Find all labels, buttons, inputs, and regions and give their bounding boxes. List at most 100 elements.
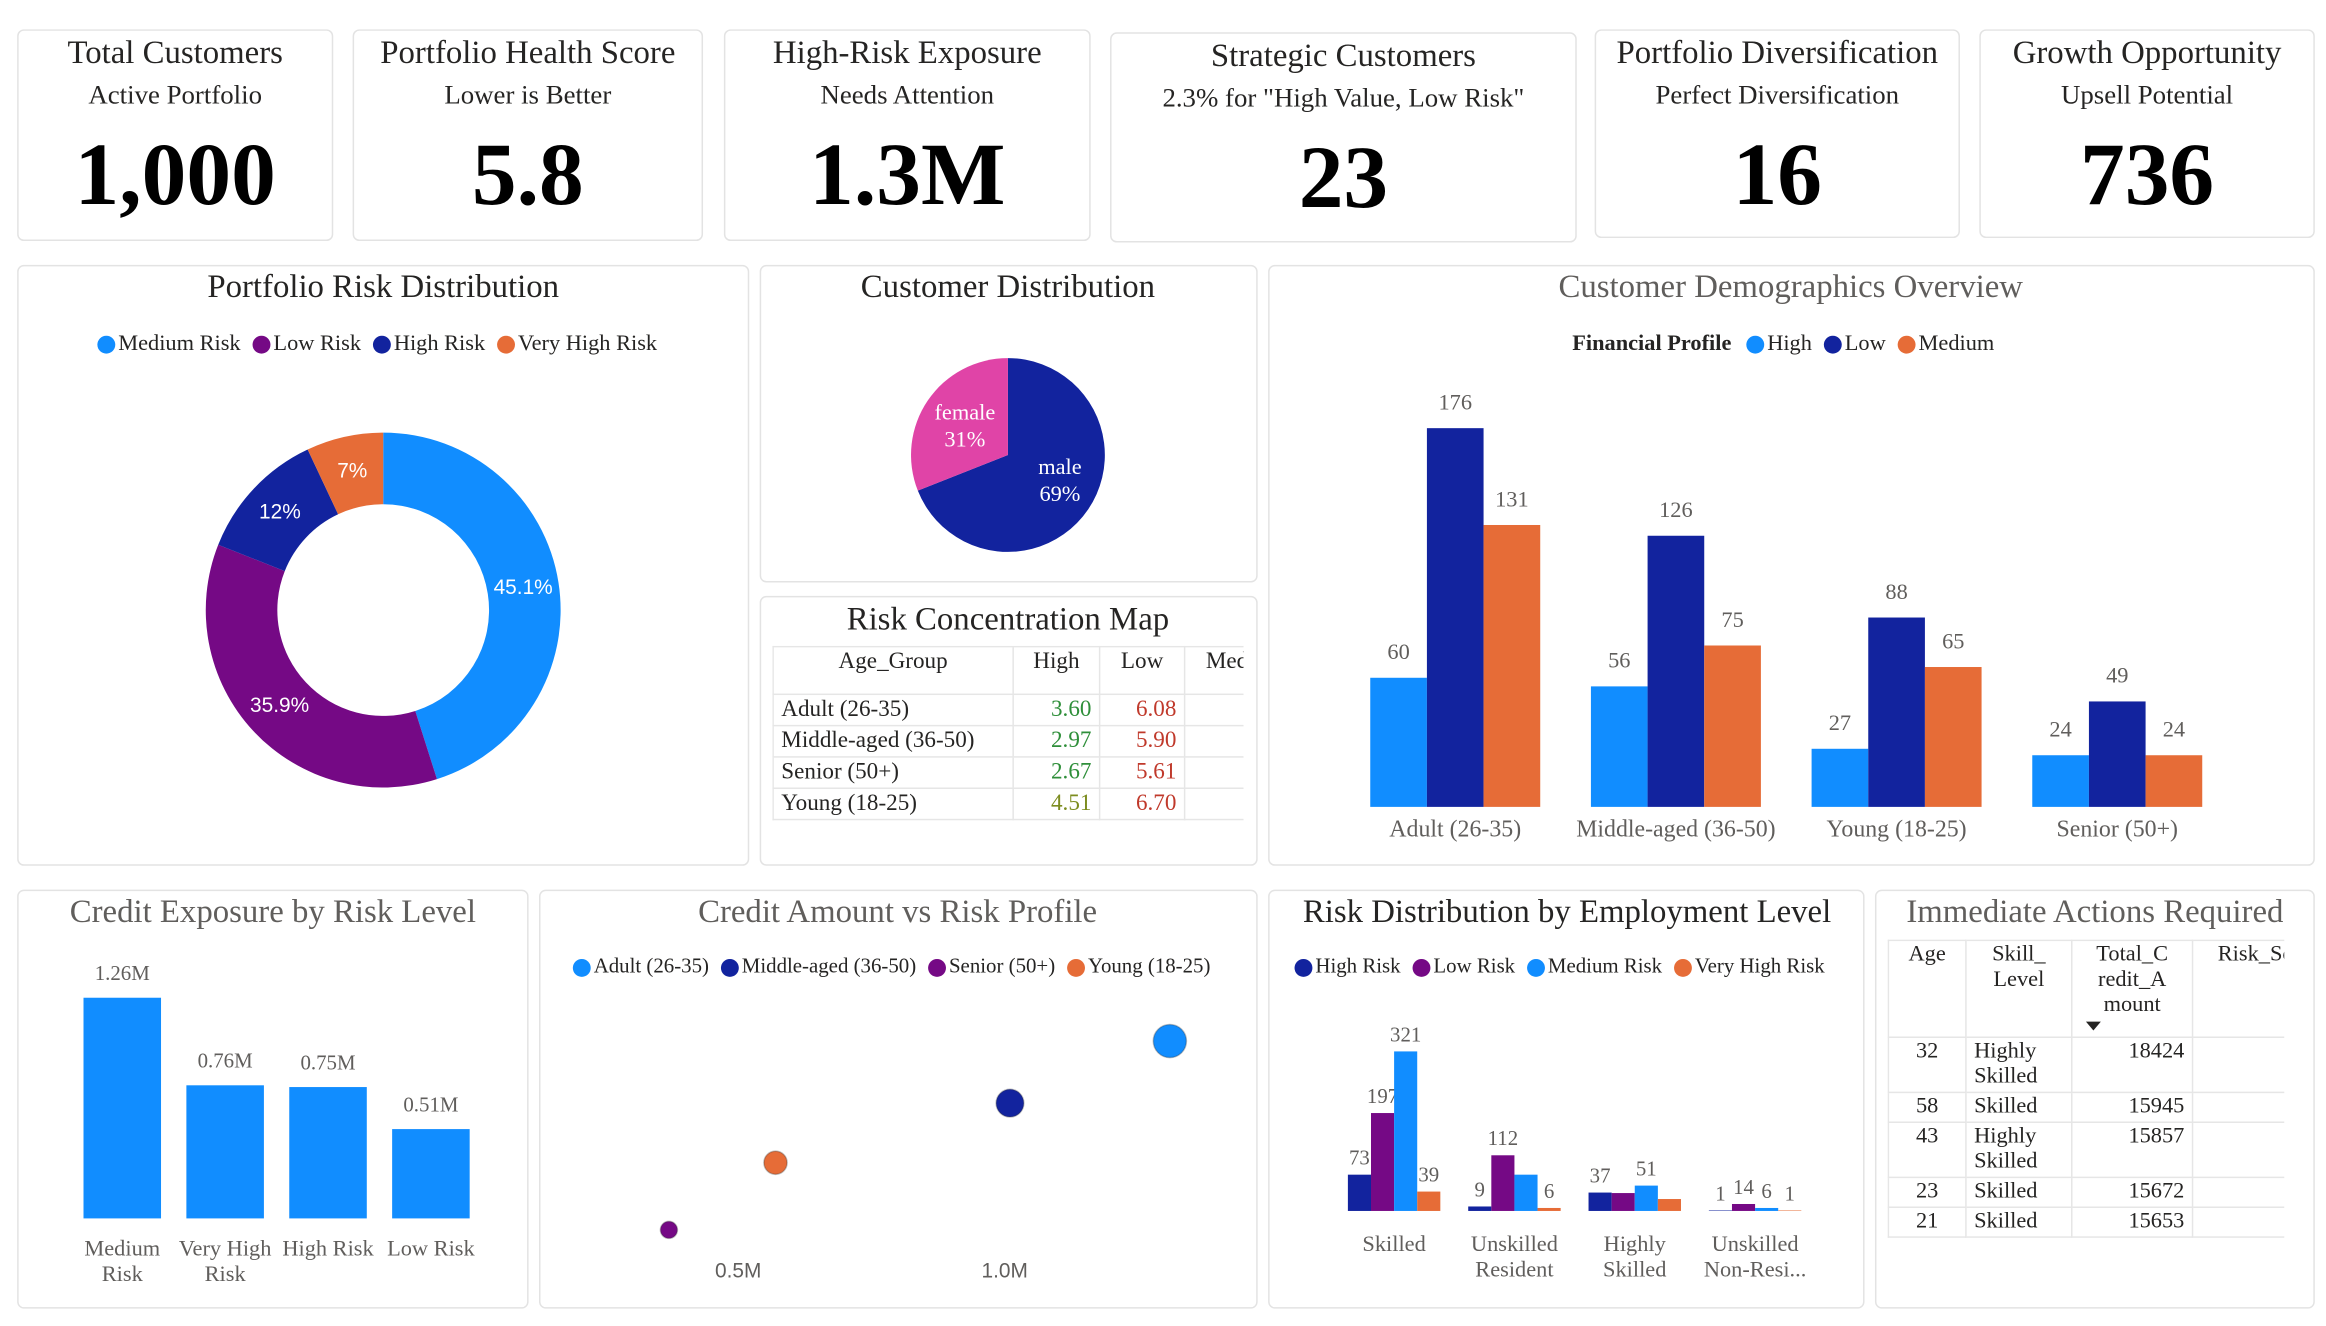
data-label: 39 [1418, 1162, 1439, 1186]
legend-marker [1674, 958, 1692, 977]
slice-label: 35.9% [250, 694, 309, 717]
legend-marker [497, 335, 515, 354]
x-tick-label-box: Unskilled Resident [1471, 1233, 1558, 1283]
table-cell: Senior (50+) [772, 756, 1014, 789]
data-label: 14 [1733, 1175, 1754, 1199]
data-label: 73 [1349, 1146, 1370, 1170]
legend-label: Medium [1919, 330, 1995, 355]
legend-label: Low Risk [273, 330, 361, 355]
data-label: 88 [1885, 579, 1907, 604]
table-cell: Skilled [1965, 1091, 2073, 1123]
data-label: 1 [1715, 1181, 1725, 1205]
legend-marker [1823, 335, 1842, 354]
legend-marker [720, 958, 739, 977]
bar [2088, 701, 2146, 807]
x-tick-label: Adult (26-35) [1389, 817, 1522, 843]
data-label: 9 [1475, 1177, 1485, 1201]
x-tick-label-box: Low Risk [387, 1238, 475, 1262]
pie-slice [911, 358, 1008, 491]
kpi-subtitle: Needs Attention [820, 79, 994, 109]
kpi-title: Total Customers [67, 35, 282, 71]
legend-label: Senior (50+) [949, 954, 1055, 978]
column-header: High [1012, 645, 1101, 696]
kpi-subtitle: Lower is Better [444, 79, 611, 109]
table-cell: 18424 [2071, 1036, 2194, 1094]
x-tick-label: Highly Skilled [1603, 1233, 1667, 1283]
legend-label: Middle-aged (36-50) [742, 954, 916, 978]
bar [2032, 755, 2089, 807]
slice-label: 31% [944, 426, 985, 451]
data-label: 126 [1659, 497, 1693, 522]
table-box: Age_GroupHighLowMediumAdult (26-35)3.606… [772, 645, 1244, 849]
x-tick-label: Young (18-25) [1826, 817, 1967, 843]
header-line: Age [1908, 942, 1946, 967]
slice-label: 12% [259, 501, 301, 524]
column-header: Skill_ Level [1965, 939, 2073, 1038]
x-tick-label-box: Skilled [1362, 1233, 1425, 1257]
legend-label: Very High Risk [518, 330, 658, 355]
bar [1590, 686, 1648, 807]
table-cell: 5.61 [1098, 756, 1186, 789]
x-tick-label-box: Unskilled Non-Resi... [1704, 1233, 1807, 1283]
bar [83, 997, 162, 1219]
bar [1468, 1206, 1492, 1211]
data-label: 37 [1590, 1163, 1611, 1187]
header-line: Risk_Score [2217, 942, 2284, 967]
slice-label: 45.1% [494, 576, 553, 599]
x-tick-label: 0.5M [715, 1260, 761, 1283]
card [1594, 29, 1960, 239]
data-label: 24 [2049, 717, 2071, 742]
bar [1491, 1155, 1515, 1211]
legend-label: High Risk [394, 330, 486, 355]
kpi-subtitle: Active Portfolio [88, 79, 262, 109]
bar [2145, 755, 2203, 807]
kpi-title: High-Risk Exposure [773, 35, 1042, 71]
data-label: 197 [1367, 1084, 1398, 1108]
column-header: Risk_Score [2191, 939, 2285, 1038]
table-wrap: Age_GroupHighLowMediumAdult (26-35)3.606… [772, 645, 1244, 849]
data-label: 1.26M [95, 961, 150, 985]
data-table: AgeSkill_LevelTotal_Credit_AmountRisk_Sc… [1887, 939, 2285, 1238]
legend-marker [1067, 958, 1085, 977]
table-cell: 6.00 [1183, 724, 1244, 758]
x-tick-label-box: Very High Risk [179, 1238, 272, 1288]
header-line: Total_C [2096, 942, 2169, 967]
slice-label: 69% [1039, 481, 1080, 506]
kpi-subtitle: Upsell Potential [2061, 79, 2233, 109]
table-cell: 15945 [2071, 1091, 2194, 1123]
bubble [659, 1220, 679, 1240]
column-header: Age [1887, 939, 1967, 1038]
card [17, 29, 334, 242]
legend-marker [97, 335, 116, 354]
table-cell: 21 [1887, 1206, 1967, 1238]
bar [1588, 1192, 1612, 1211]
donut-slice [307, 432, 384, 515]
card-title: Risk Distribution by Employment Level [1303, 894, 1831, 930]
legend-marker [1527, 958, 1545, 977]
table-cell: 21.15 [2191, 1206, 2285, 1238]
x-tick-label-box: Adult (26-35) [1389, 817, 1522, 843]
legend-marker [1746, 335, 1765, 354]
slice-label: 7% [337, 459, 367, 482]
table-cell: 43 [1887, 1121, 1967, 1179]
bar [392, 1129, 470, 1219]
header-line: mount [2103, 993, 2161, 1018]
kpi-value: 1,000 [75, 125, 276, 224]
x-tick-label: Middle-aged (36-50) [1576, 817, 1776, 843]
legend-label: High Risk [1315, 954, 1401, 978]
card-title: Credit Exposure by Risk Level [70, 894, 476, 930]
bar [1634, 1185, 1658, 1211]
kpi-subtitle: Perfect Diversification [1656, 79, 1900, 109]
data-label: 0.76M [198, 1049, 253, 1073]
bar [289, 1087, 367, 1219]
kpi-subtitle: 2.3% for "High Value, Low Risk" [1162, 82, 1524, 112]
kpi-title: Portfolio Diversification [1617, 35, 1939, 71]
legend: Medium Risk Low Risk High Risk Very High Ri… [97, 330, 658, 355]
donut-slice [205, 544, 437, 788]
bar [1370, 677, 1427, 807]
donut-slice [383, 432, 561, 780]
column-header: Age_Group [772, 645, 1014, 696]
x-tick-label: High Risk [282, 1237, 374, 1262]
